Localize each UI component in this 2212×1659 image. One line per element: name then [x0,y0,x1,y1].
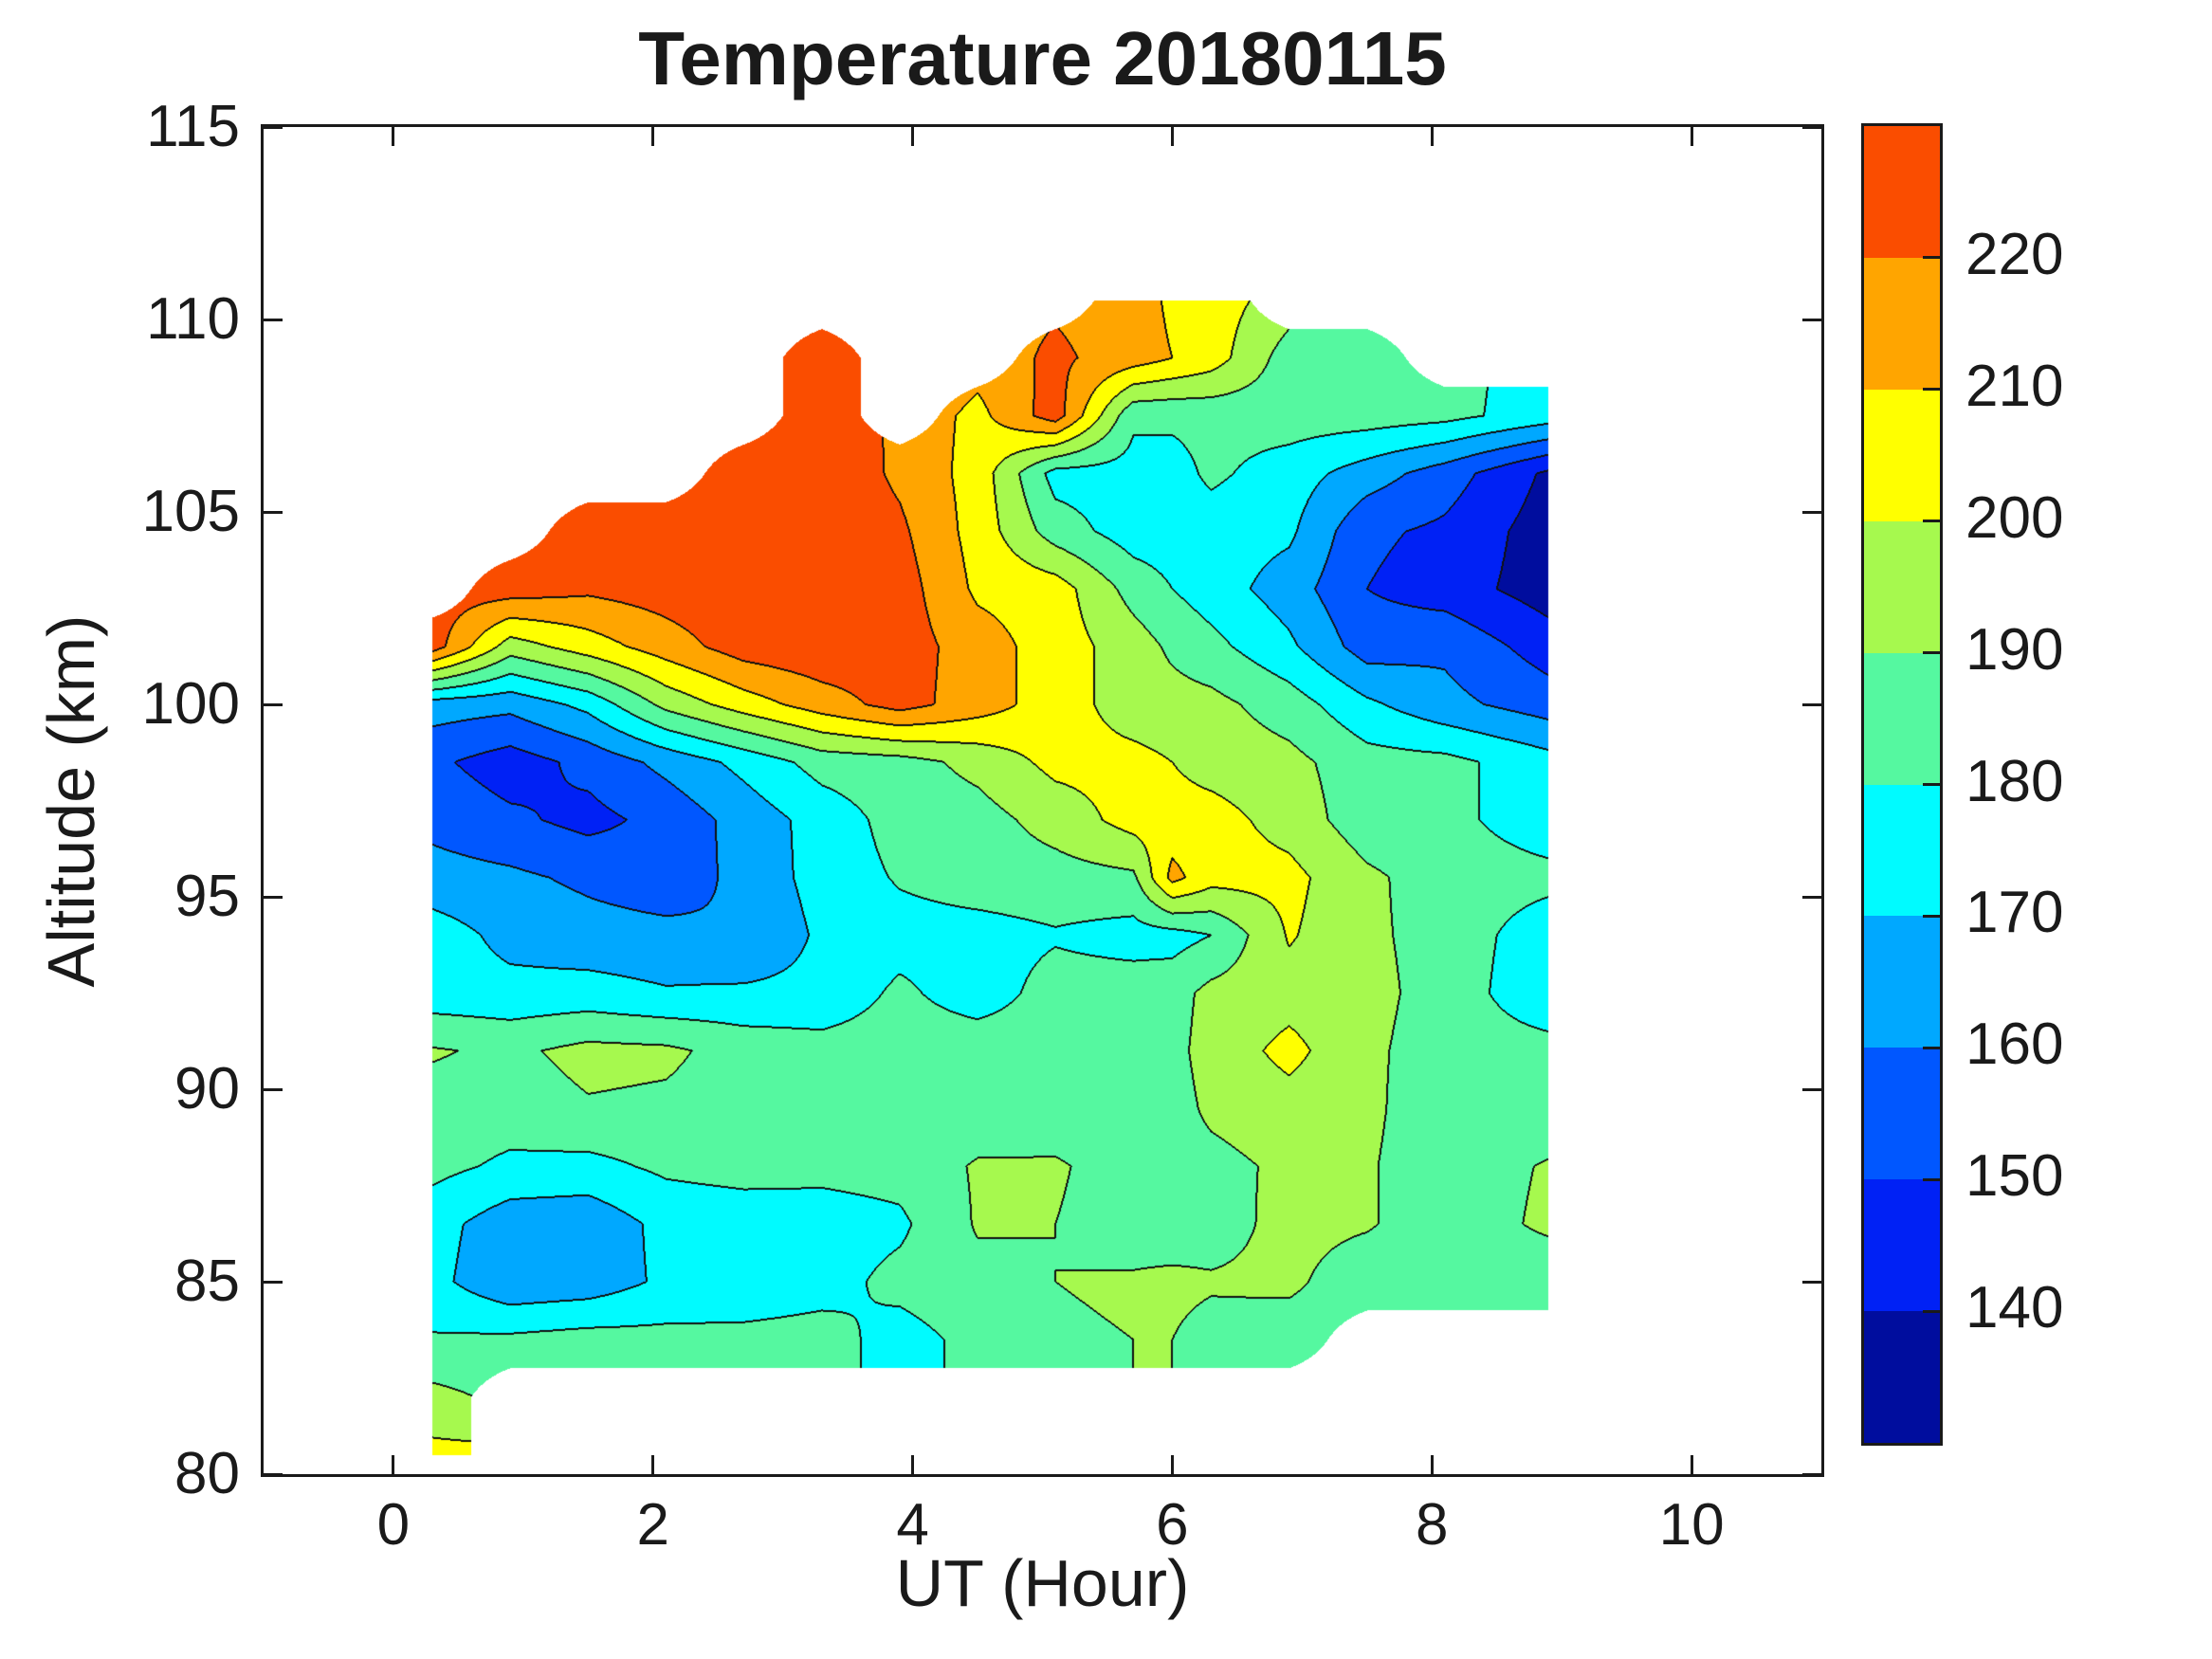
x-tick-mark [392,1455,395,1474]
y-tick-label: 110 [146,286,240,352]
colorbar-tick-mark [1923,256,1940,260]
colorbar-segment [1864,1179,1940,1312]
y-tick-mark [264,510,283,514]
y-tick-label: 85 [174,1249,240,1314]
y-tick-mark-right [1802,510,1821,514]
colorbar-tick-label: 210 [1965,353,2064,419]
colorbar-tick-label: 190 [1965,616,2064,683]
colorbar-tick-mark [1923,520,1940,523]
x-tick-mark-top [1690,127,1693,146]
y-tick-mark-right [1802,702,1821,706]
y-tick-mark [264,125,283,129]
x-axis-label: UT (Hour) [895,1546,1190,1620]
y-tick-mark [264,1280,283,1284]
x-tick-mark [1690,1455,1693,1474]
x-tick-mark-top [1430,127,1434,146]
y-tick-label: 80 [174,1441,240,1506]
y-tick-label: 95 [174,864,240,929]
x-tick-label: 10 [1658,1492,1725,1558]
contour-plot-canvas [264,127,1821,1474]
y-tick-mark-right [1802,1472,1821,1476]
y-tick-mark-right [1802,895,1821,899]
x-tick-mark-top [392,127,395,146]
colorbar-tick-mark [1923,783,1940,786]
colorbar-segment [1864,257,1940,390]
colorbar-tick-label: 170 [1965,880,2064,946]
x-tick-mark-top [651,127,655,146]
x-tick-mark [1430,1455,1434,1474]
y-tick-mark [264,895,283,899]
y-tick-label: 115 [146,94,240,159]
y-tick-mark-right [1802,1087,1821,1091]
y-tick-label: 100 [141,671,240,737]
colorbar-segment [1864,389,1940,521]
colorbar-tick-mark [1923,388,1940,392]
colorbar-tick-mark [1923,914,1940,918]
x-tick-label: 0 [376,1492,411,1558]
colorbar-segment [1864,652,1940,785]
colorbar-segment [1864,126,1940,258]
colorbar-tick-label: 220 [1965,221,2064,287]
y-tick-mark [264,702,283,706]
x-tick-mark [911,1455,915,1474]
chart-title: Temperature 20180115 [638,16,1447,100]
colorbar-segment [1864,520,1940,653]
colorbar-segment [1864,784,1940,917]
colorbar-tick-mark [1923,651,1940,655]
x-tick-mark-top [911,127,915,146]
x-tick-label: 4 [896,1492,929,1558]
colorbar-tick-mark [1923,1046,1940,1049]
colorbar-tick-mark [1923,1177,1940,1181]
colorbar-segment [1864,1311,1940,1444]
y-tick-label: 105 [141,479,240,544]
colorbar-tick-label: 160 [1965,1012,2064,1078]
colorbar-segment [1864,1048,1940,1180]
x-tick-label: 8 [1416,1492,1449,1558]
x-tick-label: 2 [636,1492,669,1558]
y-tick-label: 90 [174,1056,240,1121]
colorbar-tick-mark [1923,1309,1940,1313]
y-tick-mark-right [1802,125,1821,129]
colorbar [1861,123,1943,1446]
colorbar-tick-label: 150 [1965,1143,2064,1210]
y-tick-mark [264,1087,283,1091]
colorbar-tick-label: 180 [1965,748,2064,814]
x-tick-mark [651,1455,655,1474]
y-tick-mark [264,318,283,321]
x-tick-label: 6 [1156,1492,1189,1558]
colorbar-tick-label: 200 [1965,484,2064,551]
y-tick-mark-right [1802,318,1821,321]
plot-area [261,124,1824,1477]
y-tick-mark [264,1472,283,1476]
x-tick-mark-top [1170,127,1174,146]
colorbar-tick-label: 140 [1965,1275,2064,1341]
y-tick-mark-right [1802,1280,1821,1284]
x-tick-mark [1170,1455,1174,1474]
colorbar-segment [1864,916,1940,1048]
